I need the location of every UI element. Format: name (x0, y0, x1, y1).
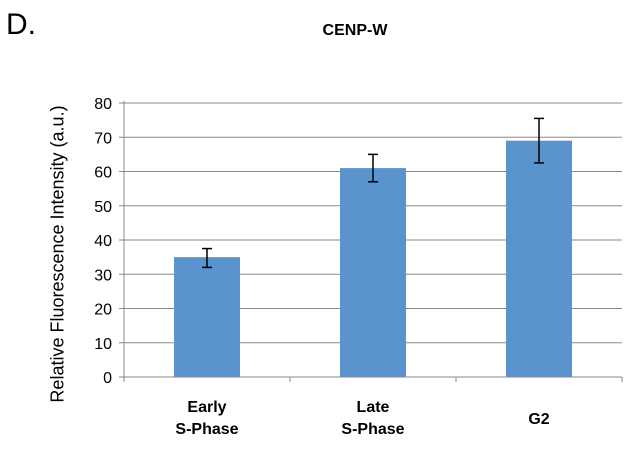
x-category-label: Early (187, 399, 226, 416)
x-category-label: Late (357, 399, 390, 416)
y-tick-label: 70 (94, 130, 112, 147)
chart-title: CENP-W (322, 22, 388, 39)
bar (506, 140, 572, 377)
y-tick-label: 80 (94, 96, 112, 113)
y-tick-label: 0 (103, 370, 112, 387)
y-tick-label: 10 (94, 336, 112, 353)
y-tick-label: 60 (94, 165, 112, 182)
y-tick-label: 50 (94, 199, 112, 216)
panel-label: D. (6, 8, 36, 41)
x-category-label: S-Phase (341, 421, 404, 438)
bar (340, 168, 406, 377)
y-tick-label: 40 (94, 233, 112, 250)
x-category-label: S-Phase (175, 421, 238, 438)
y-tick-label: 20 (94, 302, 112, 319)
y-tick-label: 30 (94, 267, 112, 284)
x-category-label: G2 (528, 411, 549, 428)
bar (174, 257, 240, 377)
